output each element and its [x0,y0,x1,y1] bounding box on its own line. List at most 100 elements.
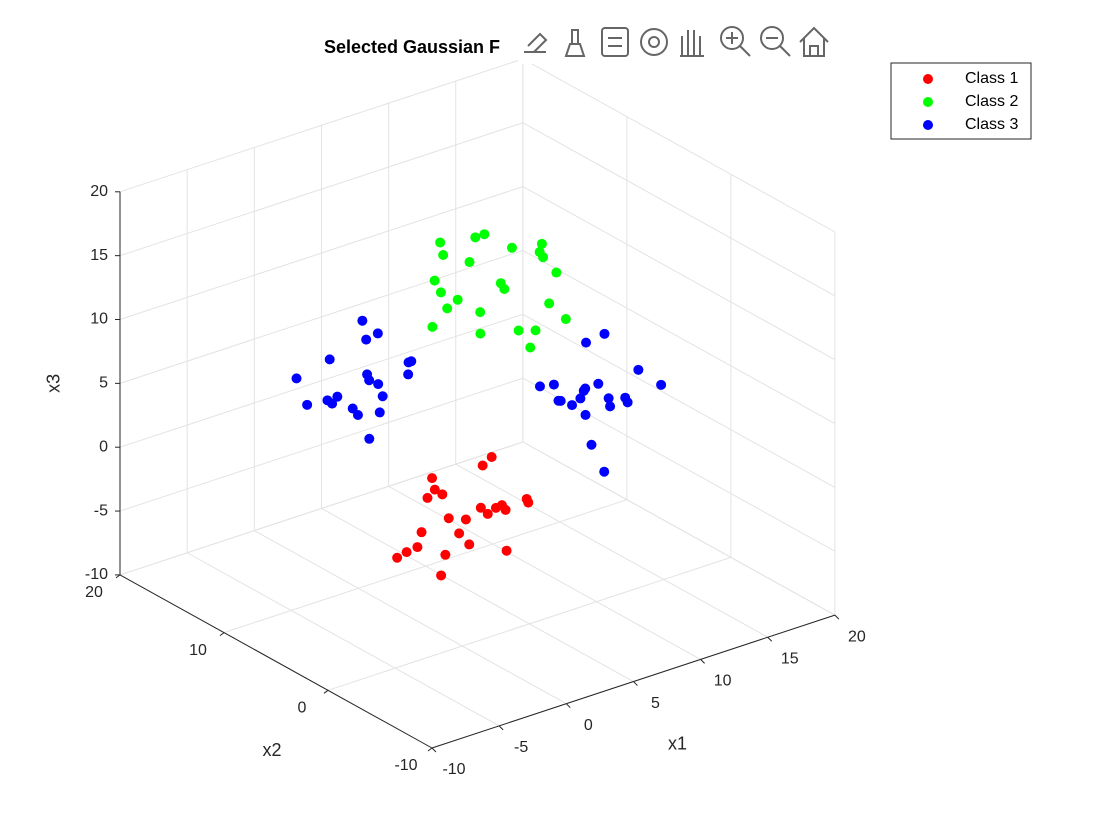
point [291,373,302,384]
legend-marker [923,74,933,84]
point [580,409,591,420]
point [482,508,493,519]
point [442,303,453,314]
point [530,325,541,336]
export-button[interactable] [524,32,548,53]
point [377,391,388,402]
legend: Class 1 Class 2 Class 3 [890,62,1032,140]
point [499,284,510,295]
z-tick-label: -10 [85,566,108,583]
x-tick [633,681,638,686]
point [470,232,481,243]
brush-button[interactable] [564,29,586,57]
grid-line [522,441,836,616]
x-axis-label: x1 [668,733,687,753]
z-tick-label: 20 [90,183,108,200]
y-tick-label: 0 [298,700,307,717]
point [322,395,333,406]
point [443,513,454,524]
points [291,229,667,581]
pan-button[interactable] [680,30,704,57]
point [464,539,475,550]
toolbar-bg [518,22,834,64]
grid-line [119,122,524,257]
point [401,547,412,558]
x-tick [700,659,705,664]
z-tick-label: 5 [99,375,108,392]
z-tick-label: 15 [90,247,108,264]
point [416,527,427,538]
legend-label: Class 2 [965,93,1018,110]
x-tick-label: -5 [514,739,528,756]
datatip-button[interactable] [601,27,629,57]
point [475,502,486,513]
x-tick-label: 5 [651,695,660,712]
chart-title: Selected Gaussian F [324,37,500,57]
x-tick-label: 0 [584,717,593,734]
point [454,528,465,539]
point [534,381,545,392]
point [392,552,403,563]
axis-line [431,614,836,749]
grid-line [522,250,836,424]
zoom-out-button[interactable] [760,26,791,57]
point [575,393,586,404]
grid-line [522,58,836,233]
point [580,383,591,394]
point [567,400,578,411]
point [429,275,440,286]
point [486,452,497,463]
point [412,542,423,553]
point [477,460,488,471]
x-tick-label: 15 [781,650,799,667]
point [374,407,385,418]
point [500,504,511,515]
grid [119,58,836,749]
point [452,294,463,305]
grid-line [119,249,524,384]
point [440,549,451,560]
y-tick-label: -10 [394,757,417,774]
point [586,439,597,450]
grid-line [119,58,524,193]
point [475,328,486,339]
grid-line [119,441,524,576]
zoom-in-button[interactable] [720,26,751,57]
y-tick-label: 10 [189,642,207,659]
point [372,328,383,339]
x-tick [565,703,571,709]
point [352,410,363,421]
point [427,321,438,332]
home-button[interactable] [799,26,829,57]
point [435,237,446,248]
legend-marker [923,97,933,107]
rotate-button[interactable] [640,28,668,56]
point [551,267,562,278]
y-tick-label: 20 [85,584,103,601]
y-tick [323,689,329,694]
point [553,395,564,406]
grid-line [223,499,628,634]
x-tick [767,636,773,642]
toolbar [518,22,834,64]
point [490,502,501,513]
point [429,484,440,495]
grid-line [119,377,524,512]
point [523,497,534,508]
point [534,247,545,258]
point [435,287,446,298]
grid-line [254,530,567,705]
point [560,314,571,325]
grid-line [119,186,524,320]
legend-label: Class 1 [965,70,1018,87]
x-tick [834,614,840,620]
grid-line [327,556,732,691]
point [656,379,667,390]
point [513,325,524,336]
point [403,357,414,368]
point [506,242,517,253]
point [436,570,447,581]
z-tick-label: 10 [90,311,108,328]
y-tick [427,747,433,752]
